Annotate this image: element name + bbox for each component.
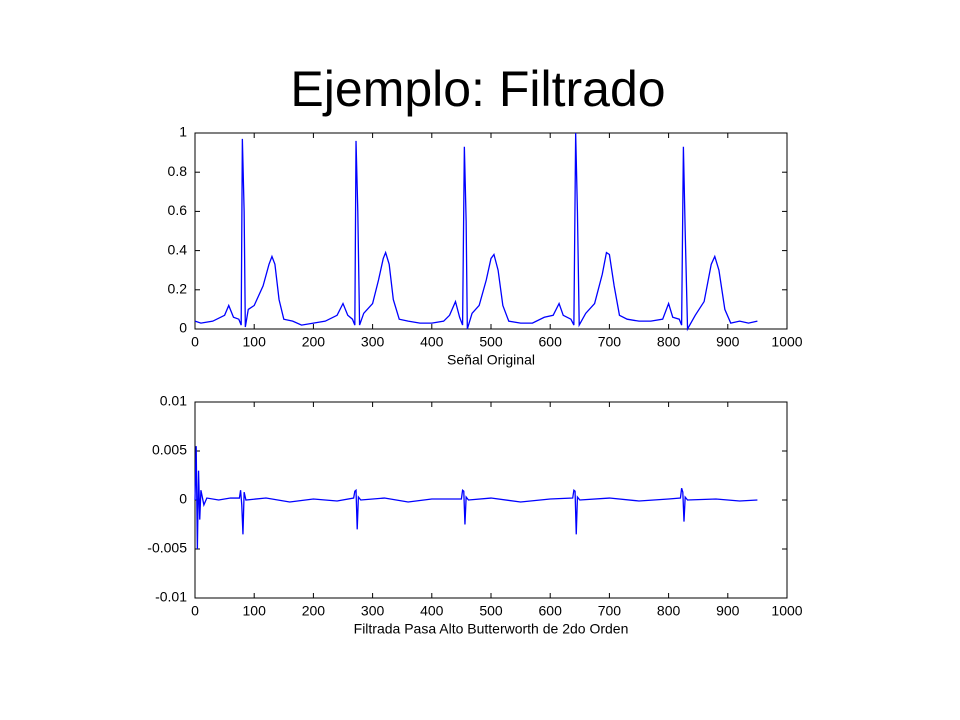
x-tick-label: 1000 [771, 334, 802, 350]
y-tick-label: 0.4 [168, 241, 188, 257]
x-tick-label: 0 [191, 334, 199, 350]
x-tick-label: 500 [479, 334, 503, 350]
x-tick-label: 200 [302, 603, 326, 619]
y-tick-label: 0 [179, 491, 187, 507]
slide-title: Ejemplo: Filtrado [290, 61, 665, 117]
x-tick-label: 700 [598, 334, 622, 350]
x-tick-label: 900 [716, 603, 740, 619]
y-tick-label: 0 [179, 320, 187, 336]
x-tick-label: 400 [420, 334, 444, 350]
x-tick-label: 500 [479, 603, 503, 619]
x-tick-label: 800 [657, 603, 681, 619]
x-tick-label: 100 [243, 334, 267, 350]
x-tick-label: 1000 [771, 603, 802, 619]
x-tick-label: 300 [361, 334, 385, 350]
x-tick-label: 600 [539, 603, 563, 619]
x-tick-label: 400 [420, 603, 444, 619]
x-tick-label: 600 [539, 334, 563, 350]
y-tick-label: 1 [179, 124, 187, 140]
y-tick-label: -0.005 [147, 540, 187, 556]
y-tick-label: 0.01 [160, 393, 187, 409]
data-line [194, 446, 758, 550]
axes-box [194, 132, 788, 330]
data-line [194, 132, 758, 332]
x-tick-label: 800 [657, 334, 681, 350]
x-tick-label: 300 [361, 603, 385, 619]
x-tick-label: 100 [243, 603, 267, 619]
y-tick-label: -0.01 [155, 589, 187, 605]
x-axis-label: Señal Original [447, 352, 535, 368]
y-tick-label: 0.2 [168, 281, 188, 297]
x-axis-label: Filtrada Pasa Alto Butterworth de 2do Or… [354, 621, 629, 637]
x-tick-label: 0 [191, 603, 199, 619]
y-tick-label: 0.6 [168, 202, 188, 218]
x-tick-label: 900 [716, 334, 740, 350]
y-tick-label: 0.005 [152, 442, 187, 458]
y-tick-label: 0.8 [168, 163, 188, 179]
x-tick-label: 200 [302, 334, 326, 350]
x-tick-label: 700 [598, 603, 622, 619]
